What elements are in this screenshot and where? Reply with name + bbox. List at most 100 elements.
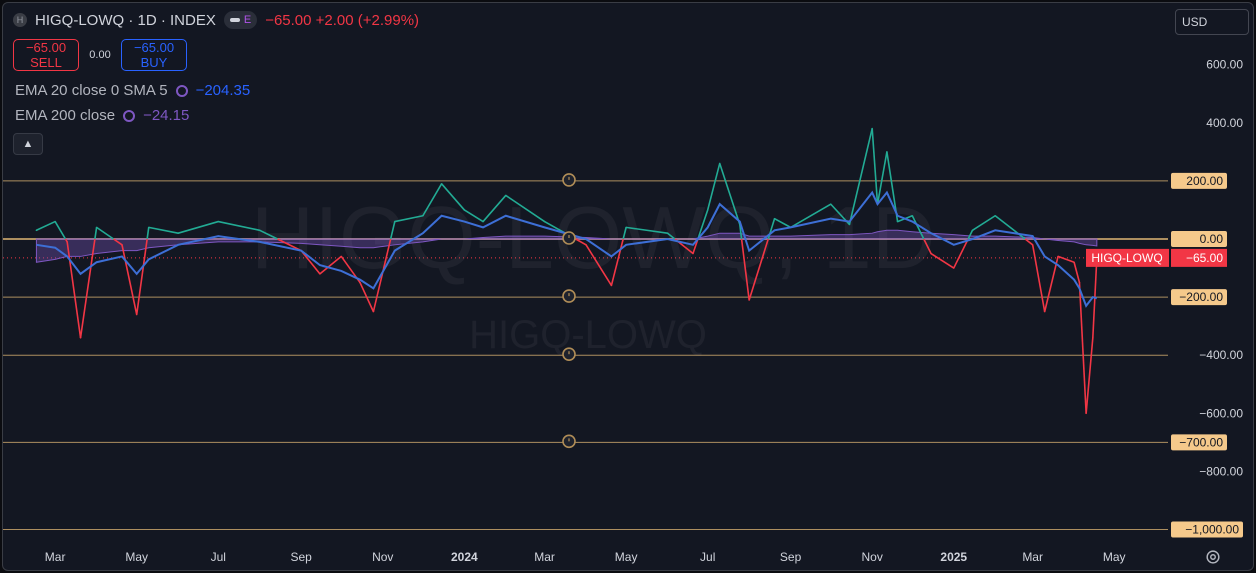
line-segment <box>96 226 114 240</box>
line-segment <box>697 209 709 240</box>
data-point <box>971 229 974 232</box>
line-segment <box>774 217 791 229</box>
line-segment <box>135 238 148 315</box>
line-segment <box>36 220 56 232</box>
line-segment <box>967 229 974 240</box>
line-segment <box>994 215 1026 240</box>
alarm-clock-icon <box>562 347 576 362</box>
data-point <box>543 220 546 223</box>
settings-gear-icon[interactable] <box>1204 548 1222 566</box>
buy-label: BUY <box>140 55 168 70</box>
line-segment <box>1031 244 1046 312</box>
line-segment <box>146 227 150 240</box>
data-point <box>35 229 38 232</box>
line-segment <box>113 238 123 246</box>
price-axis: 600.00 400.00 −400.00 −600.00 −800.00 200.00 0… <box>1086 58 1243 538</box>
collapse-indicators-button[interactable]: ▲ <box>13 133 43 155</box>
indicator-value: −24.15 <box>143 107 190 124</box>
visibility-toggle[interactable]: E <box>223 11 258 29</box>
indicator-ema20[interactable]: EMA 20 close 0 SMA 5 −204.35 <box>15 82 250 99</box>
line-segment <box>148 226 179 234</box>
data-point <box>422 214 424 217</box>
indicator-ema200[interactable]: EMA 200 close −24.15 <box>15 107 189 124</box>
line-segment <box>1073 262 1081 283</box>
line-segment <box>1057 255 1075 263</box>
time-tick-label: May <box>1103 550 1126 564</box>
ema20-line <box>36 190 1098 308</box>
line-segment <box>739 224 743 240</box>
time-tick-label: Mar <box>1022 550 1043 564</box>
time-tick-label: 2024 <box>451 550 478 564</box>
data-point <box>258 229 261 232</box>
data-point <box>177 232 179 234</box>
line-segment <box>94 227 98 240</box>
line-segment <box>622 227 627 240</box>
data-point <box>1057 255 1059 258</box>
buy-button[interactable]: −65.00 BUY <box>121 39 187 71</box>
data-point <box>896 220 899 223</box>
level-badge <box>1171 434 1227 451</box>
price-chart[interactable]: HIGQ-LOWQ, 1D HIGQ-LOWQ 600.00400.00−400… <box>3 3 1253 570</box>
data-point <box>1085 412 1087 415</box>
time-tick-label: Sep <box>780 550 802 564</box>
alarm-clock-icon <box>562 173 576 187</box>
time-tick-label: May <box>615 550 638 564</box>
level-badge-label: −1,000.00 <box>1185 523 1239 537</box>
level-badge-label: 0.00 <box>1200 232 1224 246</box>
line-segment <box>422 183 443 217</box>
sell-label: SELL <box>30 55 62 70</box>
last-price-badge <box>1171 248 1227 267</box>
line-segment <box>394 214 424 223</box>
sell-button[interactable]: −65.00 SELL <box>13 39 79 71</box>
alert-markers <box>562 173 576 449</box>
line-segment <box>1085 337 1094 414</box>
data-point <box>79 336 82 339</box>
line-segment <box>463 209 484 223</box>
data-point <box>95 226 98 229</box>
line-segment <box>871 128 879 205</box>
level-badge <box>1171 289 1227 306</box>
line-segment <box>359 282 375 312</box>
data-point <box>372 310 375 313</box>
data-point <box>585 244 587 246</box>
price-tick-label: −800.00 <box>1199 464 1243 478</box>
line-segment <box>482 194 507 223</box>
chevron-up-icon: ▲ <box>22 138 34 150</box>
data-point <box>217 220 220 223</box>
time-axis: Mar May Jul Sep Nov 2024 Mar May Jul Sep Nov 2025 Ma… <box>45 550 1126 564</box>
data-point <box>692 252 694 255</box>
line-segment <box>54 221 67 240</box>
data-point <box>930 252 932 255</box>
symbol-title[interactable]: HIGQ-LOWQ · 1D · INDEX <box>35 11 216 29</box>
watermark-small: HIGQ-LOWQ <box>469 313 707 357</box>
line-segment <box>372 238 392 312</box>
indicator-value: −204.35 <box>195 82 251 99</box>
symbol-header[interactable]: H HIGQ-LOWQ · 1D · INDEX E −65.00 +2.00 … <box>13 11 419 29</box>
data-point <box>440 183 443 185</box>
currency-selector[interactable]: USD <box>1175 9 1249 35</box>
line-segment <box>300 250 321 275</box>
data-point <box>1078 281 1081 284</box>
symbol-tag <box>1086 248 1169 267</box>
line-segment <box>748 238 769 301</box>
data-point <box>482 220 484 223</box>
line-segment <box>1078 282 1087 414</box>
level-badge <box>1171 231 1227 247</box>
line-segment <box>923 238 932 254</box>
line-segment <box>121 244 138 315</box>
data-point <box>1043 310 1046 313</box>
level-badge-label: −200.00 <box>1179 290 1223 304</box>
level-badge-label: −700.00 <box>1179 435 1223 449</box>
buy-price: −65.00 <box>133 40 175 55</box>
data-point <box>994 214 997 217</box>
price-tick-label: 600.00 <box>1206 58 1243 72</box>
level-badge <box>1171 521 1243 538</box>
price-tick-label: −600.00 <box>1199 406 1243 420</box>
line-segment <box>626 226 668 234</box>
line-segment <box>790 203 832 229</box>
line-segment <box>876 151 888 205</box>
line-segment <box>972 215 996 231</box>
data-point <box>147 226 150 229</box>
loading-icon <box>123 109 136 122</box>
